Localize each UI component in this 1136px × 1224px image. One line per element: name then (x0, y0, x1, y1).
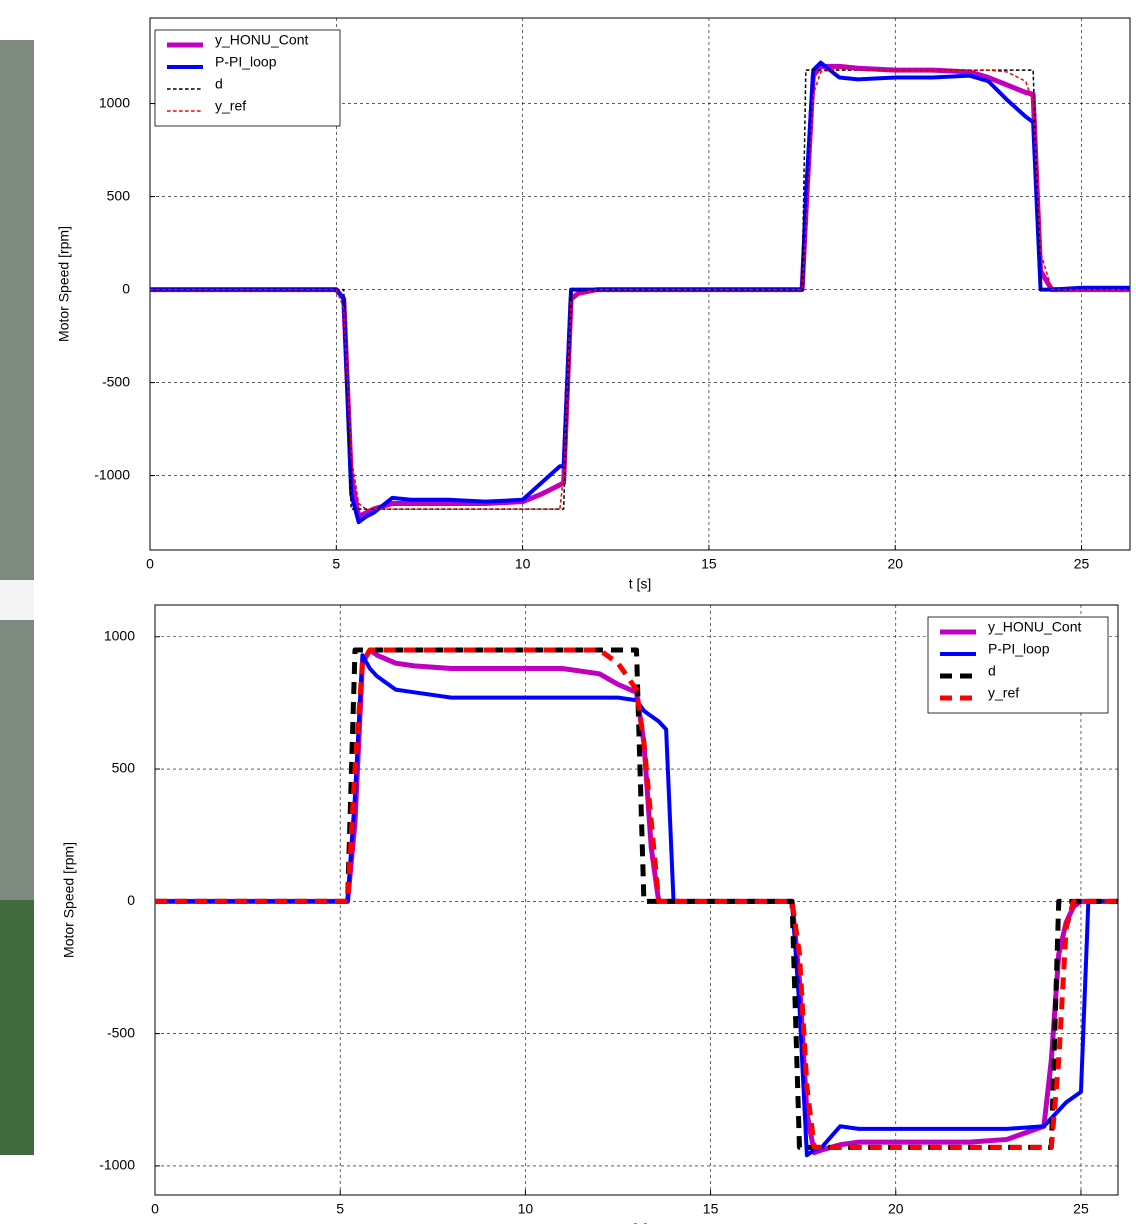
x-tick-label: 0 (146, 556, 154, 572)
y-tick-label: -1000 (99, 1157, 135, 1173)
y-tick-label: 0 (122, 280, 130, 296)
y-tick-label: -500 (107, 1024, 135, 1040)
y-axis-label: Motor Speed [rpm] (61, 842, 77, 958)
x-tick-label: 5 (336, 1201, 344, 1217)
x-tick-label: 10 (518, 1201, 534, 1217)
y-tick-label: -500 (102, 373, 130, 389)
legend-label: P-PI_loop (988, 641, 1050, 657)
y-tick-label: 1000 (104, 627, 135, 643)
x-tick-label: 25 (1073, 1201, 1089, 1217)
y-tick-label: 1000 (99, 94, 130, 110)
x-tick-label: 15 (703, 1201, 719, 1217)
legend-label: P-PI_loop (215, 54, 277, 70)
legend-label: y_ref (988, 685, 1019, 701)
y-tick-label: 500 (107, 187, 131, 203)
x-tick-label: 5 (332, 556, 340, 572)
x-axis-label: t [s] (629, 576, 652, 592)
legend-label: d (988, 663, 996, 679)
x-tick-label: 20 (887, 556, 903, 572)
page: {"chart_data": [ {"type": "line", "xlabe… (0, 0, 1136, 1224)
y-tick-label: 0 (127, 892, 135, 908)
legend-label: y_ref (215, 98, 246, 114)
legend-label: y_HONU_Cont (988, 619, 1081, 635)
x-tick-label: 15 (701, 556, 717, 572)
chart: 0510152025-1000-50005001000t [s]Motor Sp… (0, 0, 1136, 1224)
legend-label: d (215, 76, 223, 92)
x-tick-label: 10 (515, 556, 531, 572)
x-tick-label: 0 (151, 1201, 159, 1217)
x-tick-label: 20 (888, 1201, 904, 1217)
legend-label: y_HONU_Cont (215, 32, 308, 48)
x-tick-label: 25 (1074, 556, 1090, 572)
y-tick-label: -1000 (94, 466, 130, 482)
y-axis-label: Motor Speed [rpm] (56, 226, 72, 342)
y-tick-label: 500 (112, 760, 136, 776)
